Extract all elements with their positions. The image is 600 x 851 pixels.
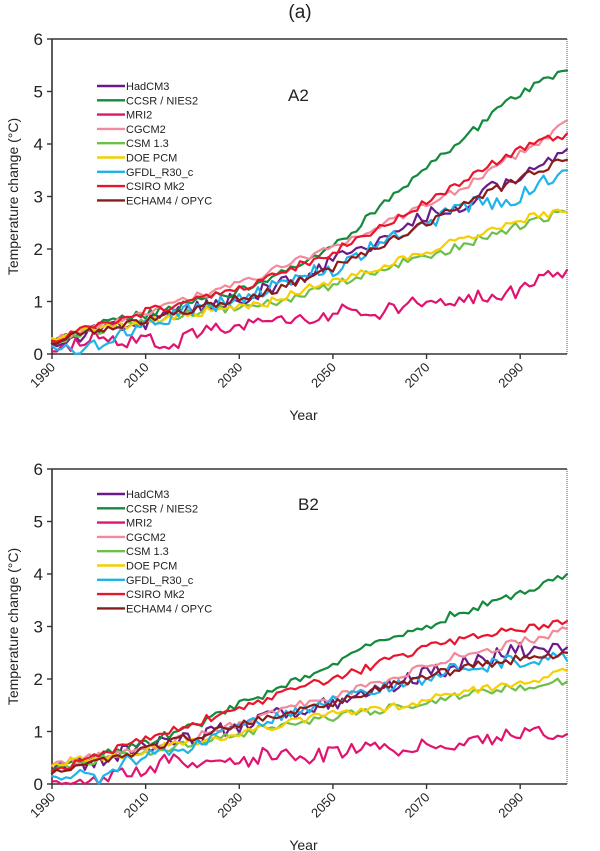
legend-entry: DOE PCM [126,153,177,165]
series-line-cgcm2 [50,119,569,342]
x-tick-label: 2070 [402,360,433,391]
legend-entry: HadCM3 [126,81,169,93]
chart-b2: 0 1 2 3 4 5 6 1990 2010 2030 2050 2070 2090 Year Tempe… [5,460,569,851]
x-tick-label: 1990 [27,790,58,821]
legend-entry: HadCM3 [126,489,169,501]
y-tick-label: 5 [34,513,43,532]
legend-entry: MRI2 [126,110,152,122]
y-tick-label: 0 [34,775,43,794]
y-tick-label: 5 [34,83,43,102]
x-tick-label: 2050 [308,360,339,391]
y-tick-label: 4 [34,565,43,584]
x-axis-title: Year [289,407,318,423]
x-tick-label: 2050 [308,790,339,821]
legend-entry: GFDL_R30_c [126,575,194,587]
series-line-mri2 [50,268,569,353]
legend-entry: CGCM2 [126,532,166,544]
legend-entry: CCSR / NIES2 [126,503,198,515]
legend-entry: CSIRO Mk2 [126,181,185,193]
x-axis-title: Year [289,837,318,851]
y-tick-label: 2 [34,240,43,259]
y-tick-label: 3 [34,618,43,637]
series-line-ccsr-nies2 [50,572,569,772]
y-axis-title: Temperature change (°C) [5,548,21,705]
legend-entry: ECHAM4 / OPYC [126,603,212,615]
x-tick-label: 2010 [121,360,152,391]
x-tick-label: 2030 [214,790,245,821]
legend-entry: CSM 1.3 [126,138,169,150]
y-tick-label: 0 [34,345,43,364]
series-line-echam4-opyc [50,158,569,345]
y-tick-label: 6 [34,30,43,49]
series-line-csiro-mk2 [50,619,569,772]
series-line-cgcm2 [50,626,569,767]
series-line-doe-pcm [50,667,569,767]
legend-entry: MRI2 [126,518,152,530]
x-tick-label: 2010 [121,790,152,821]
scenario-label: A2 [288,86,309,105]
y-tick-label: 1 [34,293,43,312]
y-tick-label: 4 [34,135,43,154]
y-tick-label: 3 [34,188,43,207]
y-tick-label: 1 [34,723,43,742]
legend-entry: CSM 1.3 [126,546,169,558]
legend-entry: GFDL_R30_c [126,167,194,179]
legend-entry: CSIRO Mk2 [126,589,185,601]
series-line-mri2 [50,725,569,786]
x-tick-label: 2030 [214,360,245,391]
y-axis-title: Temperature change (°C) [5,118,21,275]
series-line-echam4-opyc [50,651,569,775]
legend-entry: CGCM2 [126,124,166,136]
y-tick-label: 2 [34,670,43,689]
y-tick-label: 6 [34,460,43,479]
legend-entry: DOE PCM [126,561,177,573]
series-line-csiro-mk2 [50,132,569,343]
x-tick-label: 1990 [27,360,58,391]
legend-entry: CCSR / NIES2 [126,95,198,107]
x-tick-label: 2070 [402,790,433,821]
figure-label: (a) [288,2,312,23]
legend-entry: ECHAM4 / OPYC [126,195,212,207]
x-tick-label: 2090 [495,360,526,391]
scenario-label: B2 [298,495,319,514]
series-line-gfdl-r30-c [50,651,569,786]
x-tick-label: 2090 [495,790,526,821]
chart-a2: 0 1 2 3 4 5 6 1990 2010 2030 2050 2070 2090 Year Tempe… [5,30,569,423]
